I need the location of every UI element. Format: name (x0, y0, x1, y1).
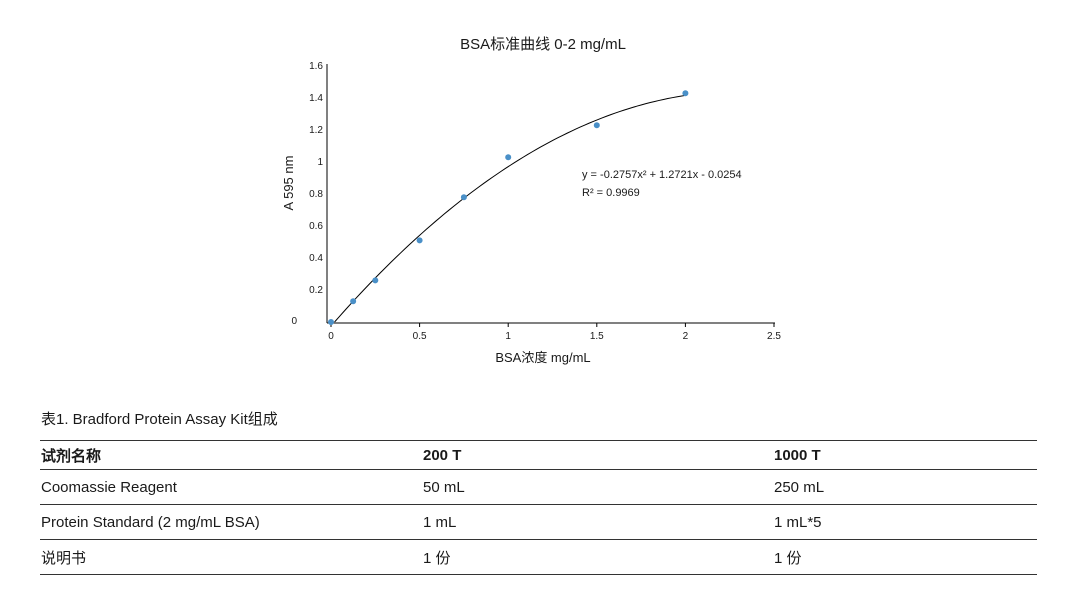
y-tick-label: 1.6 (309, 61, 323, 72)
data-point (350, 298, 357, 305)
y-tick-label: 1.2 (309, 125, 323, 136)
y-tick-label: 0.4 (309, 253, 323, 264)
y-tick-label: 0.2 (309, 285, 323, 296)
table-caption: 表1. Bradford Protein Assay Kit组成 (41, 411, 278, 428)
data-point (328, 319, 334, 325)
column-header-1000t: 1000 T (773, 440, 1037, 470)
y-tick-label: 0.8 (309, 189, 323, 200)
cell-200t: 1 份 (422, 539, 773, 575)
cell-reagent-name: Protein Standard (2 mg/mL BSA) (40, 504, 422, 540)
y-tick-label: 0.6 (309, 221, 323, 232)
table-row: 说明书 1 份 1 份 (40, 539, 1037, 575)
bsa-standard-curve-chart: BSA标准曲线 0-2 mg/mL 0 0.5 1 1.5 2 2.5 0 0.2 0.4 0.… (281, 36, 781, 365)
x-tick-label: 1 (505, 331, 511, 342)
cell-reagent-name: 说明书 (40, 539, 422, 575)
y-tick-label: 1 (317, 157, 323, 168)
table-row: Coomassie Reagent 50 mL 250 mL (40, 469, 1037, 505)
r-squared-label: R² = 0.9969 (582, 187, 640, 199)
cell-1000t: 1 份 (773, 539, 1037, 575)
x-tick-label: 0 (328, 331, 334, 342)
chart-title: BSA标准曲线 0-2 mg/mL (460, 36, 626, 53)
cell-200t: 1 mL (422, 504, 773, 540)
data-point (505, 154, 512, 161)
x-tick-label: 1.5 (590, 331, 604, 342)
chart-axes (326, 64, 775, 324)
y-axis-title: A 595 nm (281, 156, 296, 211)
x-ticks: 0 0.5 1 1.5 2 2.5 (328, 323, 781, 342)
trendline-equation: y = -0.2757x² + 1.2721x - 0.0254 (582, 169, 742, 181)
cell-reagent-name: Coomassie Reagent (40, 469, 422, 505)
y-ticks: 0 0.2 0.4 0.6 0.8 1 1.2 1.4 1.6 (291, 61, 323, 327)
data-point (593, 122, 600, 129)
cell-200t: 50 mL (422, 469, 773, 505)
x-tick-label: 0.5 (413, 331, 427, 342)
data-point (460, 194, 467, 201)
y-tick-label: 1.4 (309, 93, 323, 104)
x-axis-title: BSA浓度 mg/mL (495, 350, 590, 365)
cell-1000t: 250 mL (773, 469, 1037, 505)
data-points (328, 90, 689, 325)
data-point (416, 237, 423, 244)
y-tick-label: 0 (291, 316, 297, 327)
table-header-row: 试剂名称 200 T 1000 T (40, 440, 1037, 470)
table-row: Protein Standard (2 mg/mL BSA) 1 mL 1 mL… (40, 504, 1037, 540)
data-point (372, 277, 379, 284)
column-header-reagent: 试剂名称 (40, 440, 422, 470)
cell-1000t: 1 mL*5 (773, 504, 1037, 540)
data-point (682, 90, 689, 97)
trendline (334, 94, 686, 323)
column-header-200t: 200 T (422, 440, 773, 470)
x-tick-label: 2.5 (767, 331, 781, 342)
x-tick-label: 2 (683, 331, 689, 342)
kit-components-table: 试剂名称 200 T 1000 T Coomassie Reagent 50 m… (40, 440, 1037, 575)
